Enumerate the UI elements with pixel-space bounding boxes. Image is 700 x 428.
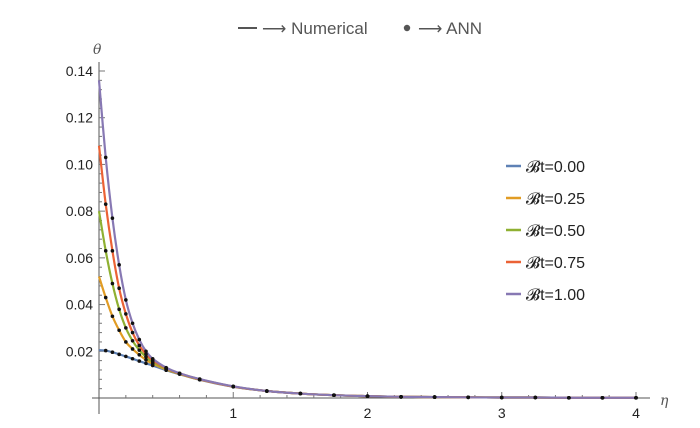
ann-markers [103, 155, 638, 400]
ann-point [117, 263, 121, 267]
ann-point [231, 384, 236, 389]
ann-point [177, 371, 182, 376]
x-axis-label: η [660, 393, 669, 409]
legend-label-3: 𝓑t=0.75 [526, 255, 585, 272]
ann-point [164, 365, 168, 370]
ann-point [130, 347, 135, 351]
ann-point [144, 355, 148, 359]
legend-label-2: 𝓑t=0.50 [526, 223, 585, 240]
ann-point [567, 395, 571, 400]
ann-point [117, 307, 121, 312]
ann-point [110, 216, 115, 220]
ann-point [144, 352, 148, 356]
ann-point [365, 394, 370, 398]
ann-point [144, 358, 148, 362]
x-tick-label: 4 [632, 405, 640, 421]
y-tick-label: 0.14 [66, 63, 93, 79]
ann-point [533, 395, 538, 400]
ann-point [110, 281, 115, 286]
top-legend-numerical-label: ⟶ Numerical [262, 19, 368, 38]
ann-point [117, 352, 121, 357]
ann-point [130, 356, 135, 361]
ann-point [150, 356, 155, 361]
top-legend-ann-label: ⟶ ANN [418, 19, 482, 38]
legend: 𝓑t=0.00 𝓑t=0.25 𝓑t=0.50 𝓑t=0.75 𝓑t=1.00 [500, 148, 610, 308]
ann-point [137, 359, 142, 363]
y-tick-label: 0.04 [66, 297, 93, 313]
x-tick-label: 3 [498, 405, 506, 421]
ann-point [103, 202, 108, 206]
legend-label-0: 𝓑t=0.00 [526, 159, 585, 176]
y-tick-label: 0.10 [66, 156, 93, 172]
ann-point [103, 249, 108, 253]
ann-point [103, 155, 108, 160]
ann-point [124, 298, 128, 302]
ann-point [298, 391, 303, 396]
ann-point [103, 295, 108, 300]
y-tick-label: 0.12 [66, 110, 93, 126]
ann-point [137, 343, 142, 348]
y-tick-label: 0.08 [66, 203, 93, 219]
ann-point [124, 326, 128, 330]
ann-point [634, 395, 638, 400]
ann-point [600, 395, 605, 400]
y-tick-label: 0.02 [66, 343, 93, 359]
ann-point [130, 338, 135, 343]
ann-point [124, 312, 128, 316]
ann-point [137, 352, 142, 357]
ann-point [466, 395, 470, 400]
ann-point [144, 361, 148, 366]
top-legend-dot-swatch [403, 24, 411, 32]
legend-box [500, 148, 610, 308]
ann-point [265, 389, 269, 393]
y-tick-label: 0.06 [66, 250, 93, 266]
top-legend: ⟶ Numerical ⟶ ANN [238, 19, 482, 38]
ann-point [137, 348, 142, 352]
ann-point [399, 395, 403, 399]
ann-point [130, 321, 135, 326]
legend-label-4: 𝓑t=1.00 [526, 287, 585, 304]
ann-point [103, 348, 108, 353]
ann-point [117, 328, 121, 333]
ann-point [144, 349, 148, 354]
ann-point [110, 314, 115, 319]
ann-point [110, 350, 115, 355]
ann-point [432, 395, 437, 399]
ann-point [499, 395, 504, 400]
ann-point [124, 340, 128, 344]
x-tick-label: 2 [364, 405, 372, 421]
ann-point [332, 393, 336, 398]
legend-label-1: 𝓑t=0.25 [526, 191, 585, 208]
x-tick-label: 1 [229, 405, 237, 421]
ann-point [124, 354, 128, 359]
y-axis-label: θ [93, 42, 102, 58]
ann-point [117, 286, 121, 291]
ann-point [137, 337, 142, 342]
ann-point [110, 249, 115, 253]
ann-point [197, 377, 202, 381]
ann-point [130, 330, 135, 335]
